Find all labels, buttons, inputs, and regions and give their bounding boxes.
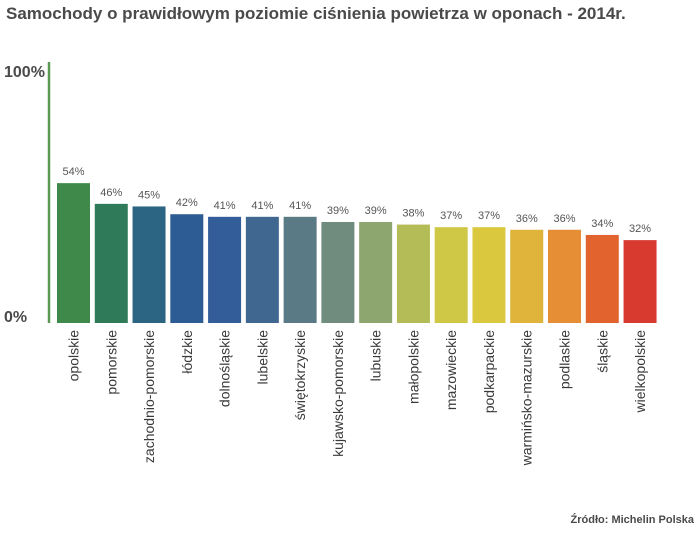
- bar: [94, 203, 128, 323]
- x-tick-label: kujawsko-pomorskie: [330, 330, 346, 457]
- x-tick-label: mazowieckie: [443, 330, 459, 410]
- bar-value-label: 37%: [478, 210, 500, 222]
- bar: [434, 227, 468, 323]
- bar-value-label: 41%: [289, 200, 311, 212]
- chart-title: Samochody o prawidłowym poziomie ciśnien…: [6, 4, 626, 23]
- x-tick-label: łódzkie: [179, 330, 195, 374]
- x-tick-label: warmińsko-mazurskie: [519, 330, 535, 467]
- bar-value-label: 37%: [440, 210, 462, 222]
- bar: [548, 229, 582, 323]
- bar: [510, 229, 544, 323]
- bar-value-label: 41%: [251, 200, 273, 212]
- bar: [623, 240, 657, 323]
- bar-value-label: 46%: [100, 187, 122, 199]
- bar: [170, 214, 204, 323]
- bar-value-label: 36%: [516, 213, 538, 225]
- bar: [132, 206, 166, 323]
- x-tick-label: małopolskie: [405, 330, 421, 404]
- x-tick-label: lubuskie: [368, 330, 384, 382]
- bar-value-label: 42%: [176, 197, 198, 209]
- bar-value-label: 45%: [138, 189, 160, 201]
- bar-value-label: 38%: [402, 208, 424, 220]
- bar-value-label: 34%: [591, 218, 613, 230]
- bar: [245, 216, 279, 323]
- bar-value-label: 36%: [553, 213, 575, 225]
- bar-value-label: 39%: [365, 205, 387, 217]
- x-tick-label: świętokrzyskie: [292, 330, 308, 420]
- bar: [57, 183, 90, 323]
- x-tick-label: śląskie: [594, 330, 610, 373]
- x-tick-label: podlaskie: [557, 330, 573, 389]
- bar: [472, 227, 506, 323]
- x-tick-label: pomorskie: [103, 330, 119, 395]
- bar: [208, 216, 242, 323]
- bar: [359, 221, 393, 323]
- x-tick-label: zachodnio-pomorskie: [141, 330, 157, 463]
- y-tick-label: 0%: [4, 309, 27, 326]
- bar-value-label: 41%: [214, 200, 236, 212]
- x-tick-label: podkarpackie: [481, 330, 497, 413]
- bar: [585, 234, 619, 323]
- x-tick-label: lubelskie: [254, 330, 270, 385]
- source-note: Źródło: Michelin Polska: [570, 514, 694, 526]
- bar-value-label: 54%: [62, 166, 84, 178]
- bar: [321, 221, 355, 323]
- x-tick-label: wielkopolskie: [632, 330, 648, 414]
- bar: [396, 224, 430, 323]
- bar-value-label: 39%: [327, 205, 349, 217]
- x-tick-label: dolnośląskie: [217, 330, 233, 407]
- bar: [283, 216, 317, 323]
- y-tick-label: 100%: [4, 64, 45, 81]
- bar-value-label: 32%: [629, 223, 651, 235]
- x-tick-label: opolskie: [66, 330, 82, 382]
